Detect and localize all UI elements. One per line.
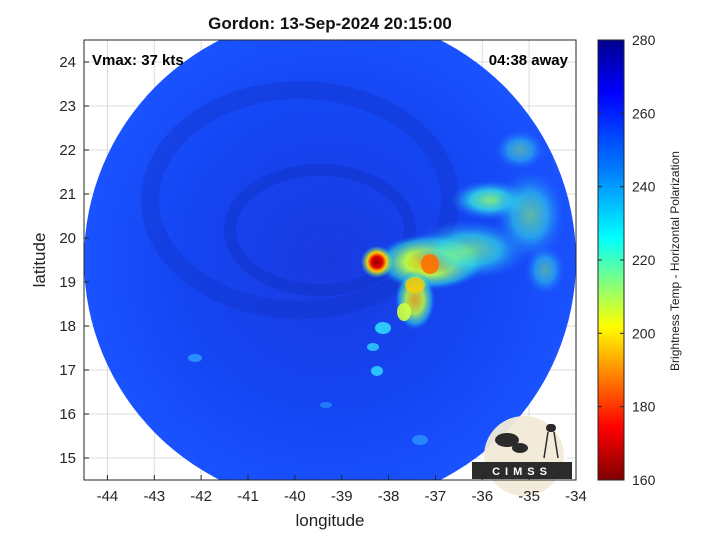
y-tick-label: 24 [59,54,76,71]
x-tick-label: -34 [565,488,587,505]
y-tick-label: 23 [59,98,76,115]
x-axis-label: longitude [295,511,365,530]
colorbar-tick-label: 200 [632,325,656,341]
colorbar-tick-label: 280 [632,32,656,48]
x-tick-label: -41 [237,488,259,505]
y-axis-label: latitude [30,232,49,288]
colorbar-tick-label: 220 [632,252,656,268]
satellite-dish-icon [495,433,519,447]
x-tick-label: -39 [331,488,353,505]
x-tick-label: -37 [425,488,447,505]
y-tick-label: 21 [59,186,76,203]
y-tick-label: 22 [59,142,76,159]
x-tick-label: -40 [284,488,306,505]
colorbar-ticks: 160 180 200 220 240 260 280 [598,32,656,488]
colorbar-tick-label: 180 [632,399,656,415]
colorbar-label: Brightness Temp - Horizontal Polarizatio… [668,151,682,371]
x-tick-label: -35 [518,488,540,505]
water-tower-icon [546,424,556,432]
x-tick-label: -43 [143,488,165,505]
cimss-logo: CIMSS [472,416,572,496]
y-tick-label: 15 [59,450,76,467]
x-axis: -44 -43 -42 -41 -40 -39 -38 -37 -36 -35 -34 [97,475,587,505]
microwave-swath [84,40,576,480]
colorbar [597,39,625,481]
x-tick-label: -38 [378,488,400,505]
vmax-label: Vmax: 37 kts [92,52,184,69]
y-tick-label: 17 [59,362,76,379]
time-away-label: 04:38 away [488,52,568,69]
colorbar-tick-label: 240 [632,179,656,195]
y-tick-label: 16 [59,406,76,423]
x-tick-label: -36 [471,488,493,505]
x-tick-label: -42 [190,488,212,505]
y-tick-label: 20 [59,230,76,247]
y-tick-label: 18 [59,318,76,335]
y-axis: 15 16 17 18 19 20 21 22 23 24 [59,54,89,467]
colorbar-tick-label: 260 [632,105,656,121]
logo-text: CIMSS [492,466,552,478]
axes-frame [83,39,577,481]
y-tick-label: 19 [59,274,76,291]
x-tick-label: -44 [97,488,119,505]
map-title: Gordon: 13-Sep-2024 20:15:00 [208,14,452,33]
colorbar-tick-label: 160 [632,472,656,488]
